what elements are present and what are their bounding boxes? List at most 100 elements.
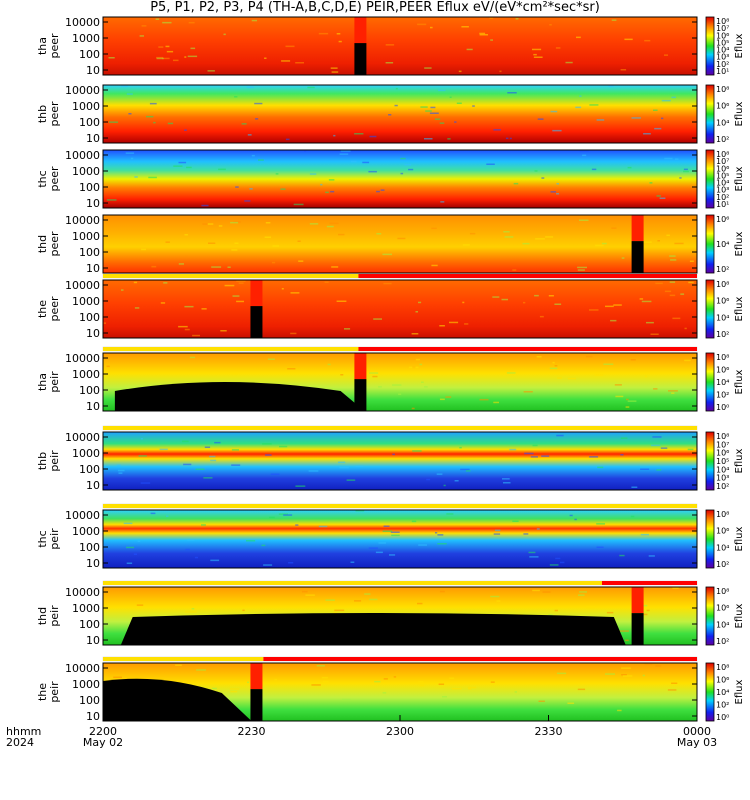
y-tick-label: 10 [86, 197, 100, 210]
noise-streak [514, 691, 517, 693]
colorbar-tick-label: 10⁴ [716, 543, 729, 552]
noise-streak [596, 523, 605, 525]
noise-streak [532, 48, 542, 51]
colorbar-tick-label: 10² [716, 135, 729, 144]
noise-streak [513, 182, 519, 185]
noise-streak [350, 160, 357, 163]
colorbar-tick-label: 10⁴ [716, 313, 729, 322]
noise-streak [621, 674, 627, 676]
spectrogram-image [103, 85, 697, 143]
noise-streak [504, 236, 514, 238]
noise-streak [552, 361, 555, 364]
y-axis-species-label: peer [48, 101, 61, 127]
noise-streak [687, 448, 694, 451]
noise-streak [404, 163, 411, 166]
noise-streak [362, 161, 370, 164]
colorbar-tick-label: 10² [716, 560, 729, 569]
noise-streak [390, 531, 400, 533]
noise-streak [189, 356, 195, 359]
noise-streak [576, 36, 581, 39]
noise-streak [285, 138, 290, 141]
noise-streak [318, 32, 329, 35]
noise-streak [505, 137, 509, 140]
mode-bar-red [601, 581, 697, 585]
noise-streak [274, 678, 277, 681]
noise-streak [368, 547, 378, 549]
noise-streak [235, 186, 239, 188]
noise-streak [431, 227, 437, 230]
colorbar-tick-label: 10⁶ [716, 604, 729, 613]
gap-marker-upper [250, 663, 263, 690]
noise-streak [575, 106, 582, 109]
noise-streak [218, 225, 223, 227]
noise-streak [550, 191, 556, 193]
noise-streak [549, 564, 559, 566]
noise-streak [246, 86, 254, 89]
noise-streak [683, 168, 688, 171]
noise-streak [178, 161, 187, 164]
noise-streak [542, 591, 551, 593]
noise-streak [167, 122, 174, 125]
noise-streak [184, 234, 188, 236]
noise-streak [275, 173, 279, 175]
noise-streak [193, 611, 197, 613]
noise-streak [374, 680, 381, 683]
y-tick-label: 1000 [72, 100, 100, 113]
noise-streak [679, 177, 682, 179]
noise-streak [659, 197, 666, 199]
colorbar-tick-label: 10³ [716, 474, 729, 483]
colorbar-tick-label: 10⁰ [716, 403, 729, 412]
colorbar-tick-label: 10⁶ [716, 31, 729, 40]
noise-streak [229, 688, 240, 690]
noise-streak [577, 266, 587, 269]
noise-streak [586, 606, 595, 609]
noise-streak [589, 456, 599, 458]
noise-streak [308, 470, 319, 472]
noise-streak [278, 513, 288, 515]
colorbar-tick-label: 10⁴ [716, 46, 729, 55]
y-axis-species-label: peir [48, 528, 61, 550]
noise-streak [336, 300, 347, 302]
colorbar-tick-label: 10⁸ [716, 663, 729, 672]
noise-streak [411, 520, 417, 523]
noise-streak [178, 263, 184, 265]
noise-streak [567, 377, 576, 380]
noise-streak [126, 562, 133, 564]
gap-marker-lower [631, 241, 644, 273]
noise-streak [166, 515, 169, 517]
panel-tha-peir: 10000 1000 100 10 tha peir 10⁸ 10⁶ 10⁴ 10² 10⁰ Eflu… [36, 346, 745, 413]
y-tick-label: 10000 [65, 509, 100, 522]
noise-streak [626, 398, 629, 401]
y-tick-label: 1000 [72, 368, 100, 381]
noise-streak [639, 298, 644, 300]
noise-streak [183, 463, 192, 466]
noise-streak [290, 292, 300, 294]
noise-streak [671, 682, 678, 684]
noise-streak [430, 106, 436, 109]
noise-streak [184, 129, 187, 131]
noise-streak [281, 60, 291, 62]
spectrogram-image [103, 215, 697, 273]
noise-streak [654, 127, 662, 130]
noise-streak [201, 308, 207, 310]
noise-streak [653, 388, 658, 390]
noise-streak [204, 446, 211, 448]
noise-streak [106, 365, 110, 368]
noise-streak [642, 241, 652, 243]
colorbar-label: Eflux [734, 369, 745, 394]
noise-streak [388, 114, 392, 116]
y-tick-label: 100 [79, 181, 100, 194]
noise-streak [574, 518, 577, 521]
noise-streak [373, 318, 382, 320]
y-axis-probe-label: tha [36, 37, 49, 55]
noise-streak [344, 328, 351, 330]
noise-streak [322, 680, 329, 683]
noise-streak [385, 44, 395, 46]
mode-bar-yellow [103, 657, 264, 661]
noise-streak [490, 595, 500, 598]
noise-streak [244, 200, 251, 202]
noise-streak [490, 39, 493, 41]
noise-streak [469, 232, 476, 235]
noise-streak [515, 18, 519, 20]
mode-bar-yellow [103, 426, 697, 430]
